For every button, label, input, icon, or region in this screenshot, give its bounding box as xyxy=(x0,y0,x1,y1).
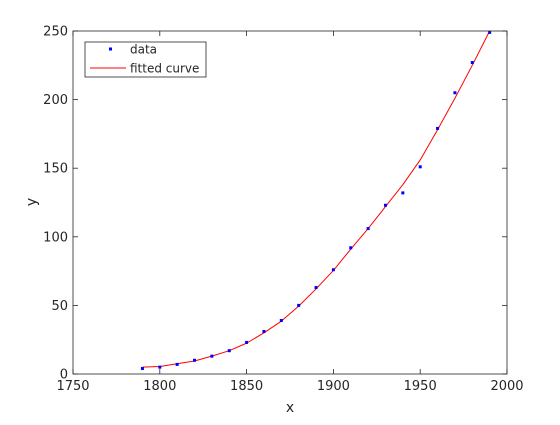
x-ticks: 1750 1800 1850 1900 1950 2000 xyxy=(56,31,524,394)
legend-label-fitted-curve: fitted curve xyxy=(130,62,199,76)
data-point xyxy=(262,329,266,333)
y-tick-label: 150 xyxy=(43,162,68,177)
axes-background xyxy=(73,31,507,374)
data-point xyxy=(279,318,283,322)
data-point xyxy=(383,203,387,207)
data-point xyxy=(470,61,474,65)
data-point xyxy=(193,358,197,362)
data-point xyxy=(436,126,440,130)
data-point xyxy=(210,354,214,358)
x-tick-label: 1800 xyxy=(143,379,176,394)
legend-label-data: data xyxy=(130,43,157,57)
data-point xyxy=(314,286,318,290)
data-point xyxy=(331,268,335,272)
x-axis-label: x xyxy=(286,400,294,416)
data-point xyxy=(158,365,162,369)
y-tick-label: 50 xyxy=(51,299,68,314)
data-point xyxy=(349,246,353,250)
data-point xyxy=(297,303,301,307)
legend: data fitted curve xyxy=(84,41,207,78)
y-tick-label: 250 xyxy=(43,25,68,40)
y-axis-label: y xyxy=(24,198,40,206)
data-point xyxy=(366,227,370,231)
x-tick-label: 2000 xyxy=(490,379,523,394)
y-ticks: 0 50 100 150 200 250 xyxy=(43,25,507,383)
data-point xyxy=(140,367,144,371)
series-markers xyxy=(140,30,492,371)
data-point xyxy=(418,165,422,169)
y-tick-label: 100 xyxy=(43,230,68,245)
axes-box xyxy=(72,30,508,375)
data-point xyxy=(401,191,405,195)
data-point xyxy=(453,91,457,95)
data-point xyxy=(245,340,249,344)
y-tick-label: 0 xyxy=(60,368,68,383)
y-tick-label: 200 xyxy=(43,93,68,108)
legend-box xyxy=(84,41,207,78)
data-point xyxy=(488,30,492,34)
x-tick-label: 1850 xyxy=(230,379,263,394)
data-point xyxy=(175,362,179,366)
data-point xyxy=(227,349,231,353)
legend-marker-data xyxy=(109,47,112,51)
x-tick-label: 1750 xyxy=(56,379,89,394)
x-tick-label: 1950 xyxy=(404,379,437,394)
x-tick-label: 1900 xyxy=(317,379,350,394)
